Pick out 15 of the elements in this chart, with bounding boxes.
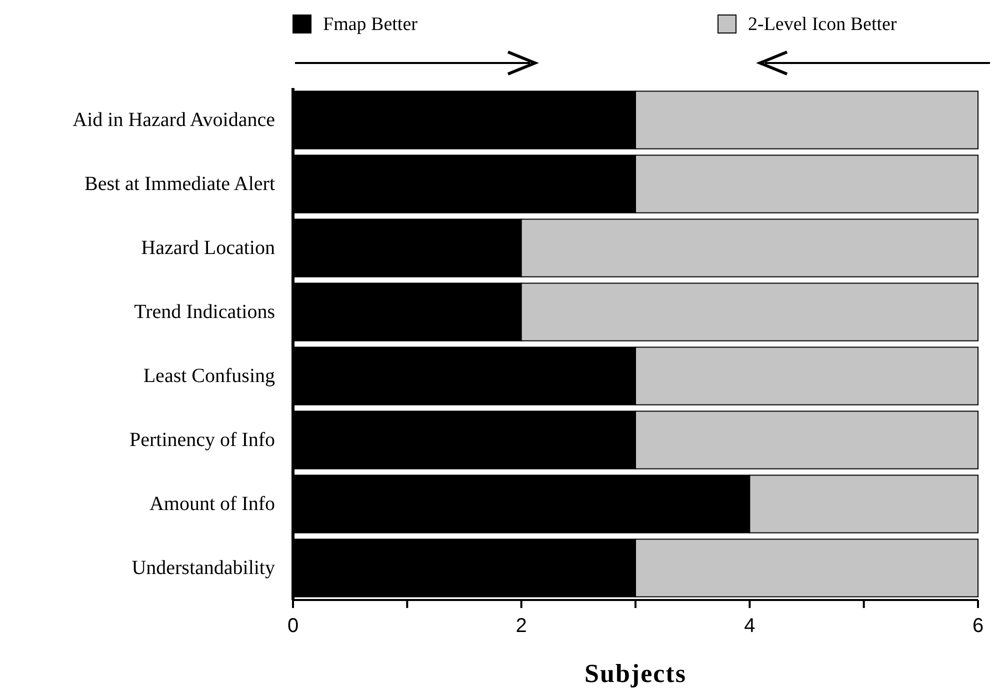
y-tick-label: Trend Indications — [134, 301, 276, 323]
y-tick-label: Amount of Info — [149, 493, 275, 515]
x-tick-label: 4 — [744, 615, 756, 637]
y-tick-label: Pertinency of Info — [129, 429, 275, 451]
y-tick-label: Hazard Location — [141, 237, 275, 259]
legend-label: Fmap Better — [323, 14, 418, 35]
x-tick-label: 6 — [972, 615, 984, 637]
y-tick-label: Understandability — [132, 557, 275, 579]
y-tick-label: Aid in Hazard Avoidance — [72, 109, 276, 131]
legend-label: 2-Level Icon Better — [748, 14, 898, 35]
x-tick-label: 2 — [516, 615, 527, 637]
y-tick-label: Least Confusing — [143, 365, 275, 387]
x-axis-title: Subjects — [584, 659, 686, 688]
y-tick-label: Best at Immediate Alert — [84, 173, 276, 195]
x-tick-label: 0 — [287, 615, 299, 637]
